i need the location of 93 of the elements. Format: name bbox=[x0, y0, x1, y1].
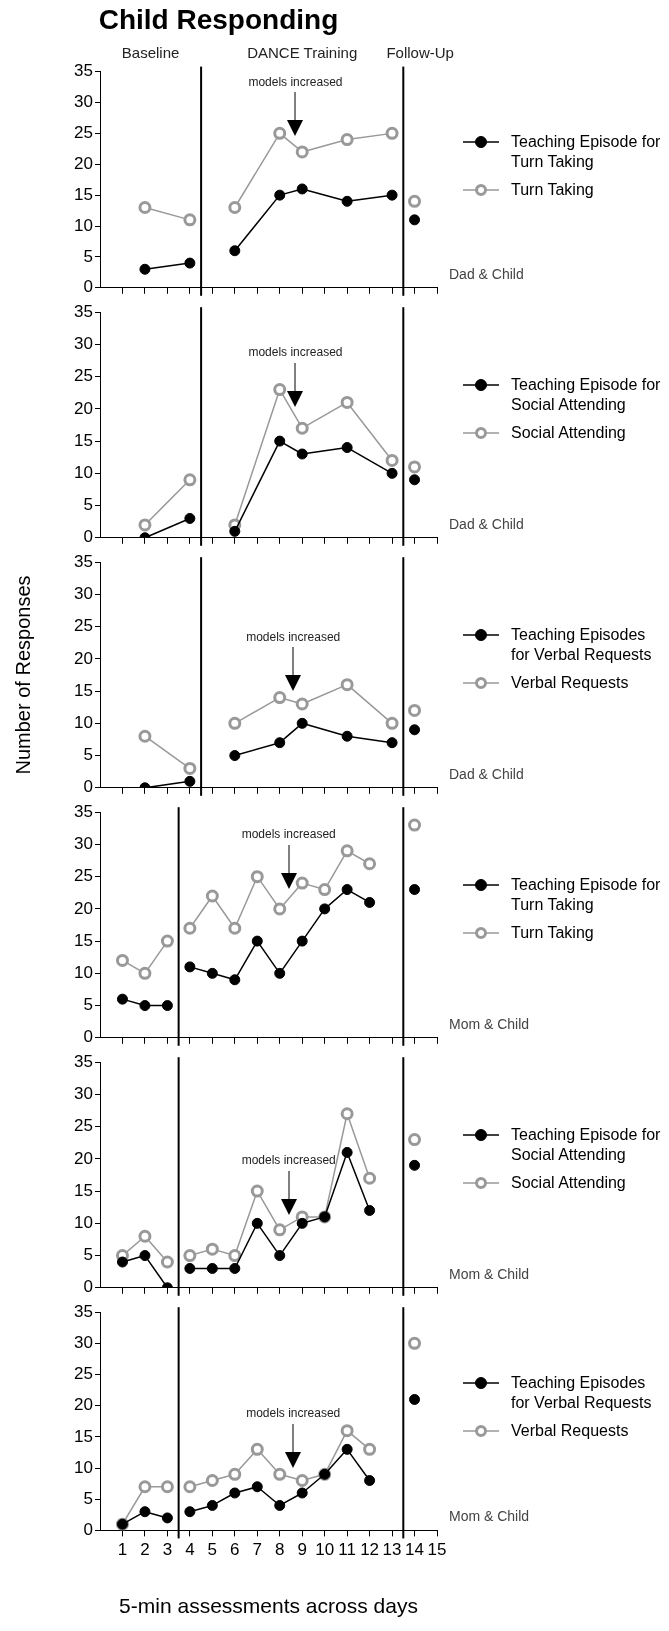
y-tick-label: 35 bbox=[74, 61, 93, 81]
y-tick-label: 25 bbox=[74, 866, 93, 886]
legend-label: Teaching Episodes for Verbal Requests bbox=[511, 625, 653, 666]
y-tick-label: 20 bbox=[74, 648, 93, 668]
y-tick-label: 35 bbox=[74, 801, 93, 821]
y-tick-label: 35 bbox=[74, 1301, 93, 1321]
chart-title: Child Responding bbox=[98, 3, 339, 35]
y-tick-label: 10 bbox=[74, 1457, 93, 1477]
x-tick-label: 11 bbox=[338, 1540, 356, 1560]
y-tick-label: 5 bbox=[83, 745, 93, 765]
y-tick-label: 5 bbox=[83, 1488, 93, 1508]
text: DANCE Training bbox=[247, 44, 358, 62]
legend-label: Social Attending bbox=[511, 1173, 627, 1194]
text: Dad & Child bbox=[449, 265, 524, 282]
y-tick-label: 20 bbox=[74, 1148, 93, 1168]
y-tick-label: 35 bbox=[74, 551, 93, 571]
x-tick-label: 9 bbox=[297, 1540, 307, 1560]
x-tick-label: 14 bbox=[405, 1540, 424, 1560]
y-tick-label: 20 bbox=[74, 398, 93, 418]
y-tick-label: 5 bbox=[83, 246, 93, 266]
y-tick-label: 30 bbox=[74, 584, 93, 604]
y-tick-label: 30 bbox=[74, 834, 93, 854]
y-tick-label: 35 bbox=[74, 1051, 93, 1071]
y-tick-label: 30 bbox=[74, 92, 93, 112]
y-tick-label: 20 bbox=[74, 898, 93, 918]
x-tick-label: 8 bbox=[275, 1540, 285, 1560]
x-tick-label: 5 bbox=[207, 1540, 218, 1560]
legend-label: Teaching Episodes for Verbal Requests bbox=[511, 1373, 653, 1414]
y-tick-label: 20 bbox=[74, 153, 93, 173]
ref-line-label: models increased bbox=[246, 1406, 341, 1421]
y-tick-label: 0 bbox=[83, 1277, 93, 1297]
x-axis-title: 5-min assessments across days bbox=[119, 1594, 418, 1618]
y-tick-label: 15 bbox=[74, 1426, 93, 1446]
legend-label: Turn Taking bbox=[511, 180, 595, 201]
legend-label: Turn Taking bbox=[511, 923, 595, 944]
text: Dad & Child bbox=[449, 765, 524, 782]
legend-label: Social Attending bbox=[511, 423, 627, 444]
x-tick-label: 1 bbox=[117, 1540, 128, 1560]
y-tick-label: 25 bbox=[74, 1364, 93, 1384]
ref-line-label: models increased bbox=[246, 629, 341, 644]
text: Baseline bbox=[121, 44, 180, 62]
ref-line-label: models increased bbox=[241, 826, 336, 841]
y-tick-label: 0 bbox=[83, 1027, 93, 1047]
legend-label: Teaching Episode for Turn Taking bbox=[511, 132, 661, 173]
text: Dad & Child bbox=[449, 515, 524, 532]
x-tick-label: 15 bbox=[427, 1540, 447, 1560]
y-axis-title: Number of Responses bbox=[11, 575, 34, 775]
y-tick-label: 10 bbox=[74, 963, 93, 983]
y-tick-label: 25 bbox=[74, 366, 93, 386]
y-tick-label: 30 bbox=[74, 1084, 93, 1104]
y-tick-label: 30 bbox=[74, 334, 93, 354]
x-tick-label: 2 bbox=[140, 1540, 150, 1560]
legend-label: Teaching Episode for Social Attending bbox=[511, 1125, 661, 1166]
ref-line-label: models increased bbox=[248, 344, 343, 359]
x-tick-label: 13 bbox=[382, 1540, 402, 1560]
y-tick-label: 25 bbox=[74, 616, 93, 636]
y-tick-label: 10 bbox=[74, 1213, 93, 1233]
x-tick-label: 6 bbox=[230, 1540, 240, 1560]
y-tick-label: 35 bbox=[74, 301, 93, 321]
x-tick-label: 7 bbox=[252, 1540, 262, 1560]
ref-line-label: models increased bbox=[241, 1152, 336, 1167]
y-tick-label: 25 bbox=[74, 123, 93, 143]
text: Mom & Child bbox=[449, 1265, 530, 1282]
y-tick-label: 0 bbox=[83, 277, 93, 297]
y-tick-label: 0 bbox=[83, 777, 93, 797]
y-tick-label: 10 bbox=[74, 463, 93, 483]
text: Mom & Child bbox=[449, 1508, 530, 1525]
legend-label: Teaching Episode for Turn Taking bbox=[511, 875, 661, 916]
y-tick-label: 30 bbox=[74, 1333, 93, 1353]
y-tick-label: 5 bbox=[83, 995, 93, 1015]
x-tick-label: 3 bbox=[162, 1540, 173, 1560]
y-tick-label: 15 bbox=[74, 680, 93, 700]
y-tick-label: 10 bbox=[74, 215, 93, 235]
x-tick-label: 12 bbox=[360, 1540, 380, 1560]
x-tick-label: 10 bbox=[315, 1540, 335, 1560]
text: Follow-Up bbox=[386, 44, 454, 62]
y-tick-label: 15 bbox=[74, 184, 93, 204]
y-tick-label: 20 bbox=[74, 1395, 93, 1415]
y-tick-label: 0 bbox=[83, 527, 93, 547]
y-tick-label: 15 bbox=[74, 430, 93, 450]
y-tick-label: 15 bbox=[74, 930, 93, 950]
ref-line-label: models increased bbox=[248, 74, 343, 89]
y-tick-label: 25 bbox=[74, 1116, 93, 1136]
legend-label: Verbal Requests bbox=[511, 1421, 630, 1442]
y-tick-label: 10 bbox=[74, 713, 93, 733]
y-tick-label: 5 bbox=[83, 1245, 93, 1265]
text: Mom & Child bbox=[449, 1015, 530, 1032]
y-tick-label: 0 bbox=[83, 1520, 93, 1540]
legend-label: Verbal Requests bbox=[511, 673, 630, 694]
x-tick-label: 4 bbox=[185, 1540, 195, 1560]
y-tick-label: 5 bbox=[83, 495, 93, 515]
y-tick-label: 15 bbox=[74, 1180, 93, 1200]
legend-label: Teaching Episode for Social Attending bbox=[511, 375, 661, 416]
